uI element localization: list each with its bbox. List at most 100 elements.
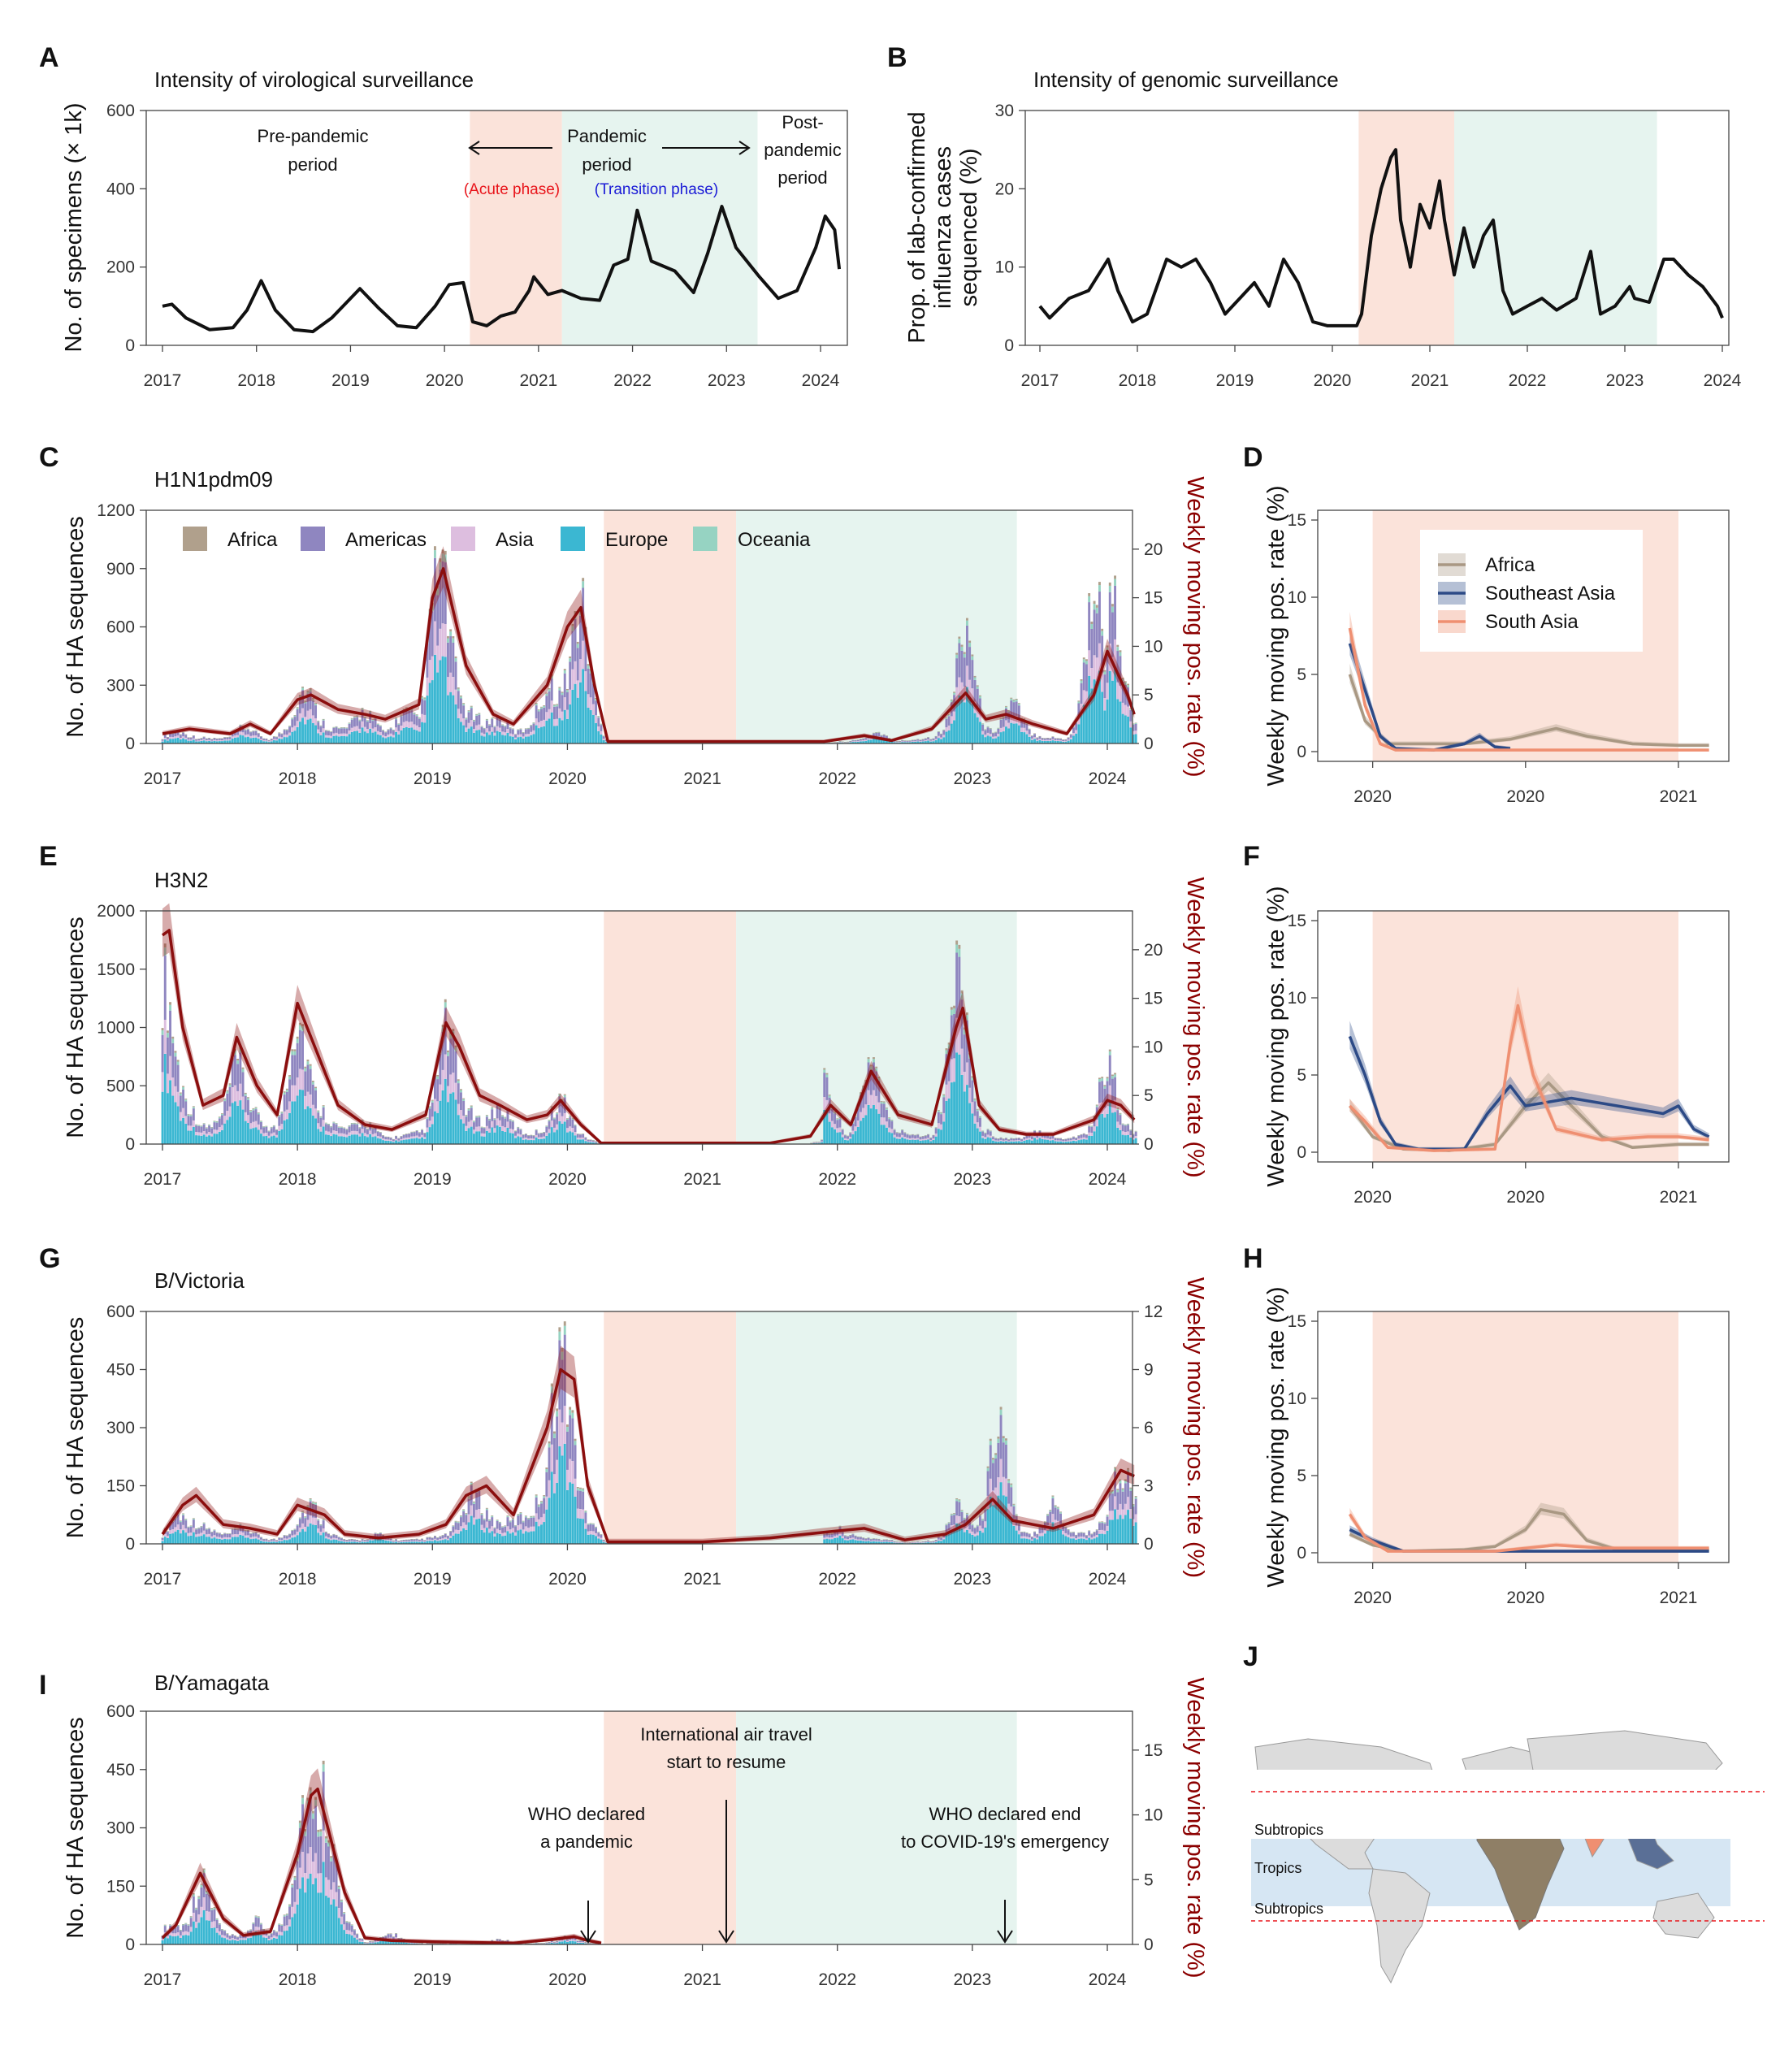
G-bars <box>161 1321 1137 1544</box>
bar-segment <box>356 1541 359 1542</box>
bar-segment <box>602 735 605 737</box>
bar-segment <box>945 1050 948 1055</box>
bar-segment <box>402 1134 405 1135</box>
bar-segment <box>234 1940 236 1944</box>
bar-segment <box>921 1542 925 1544</box>
bar-segment <box>449 1531 453 1532</box>
bar-segment <box>441 1535 444 1539</box>
bar-segment <box>1064 739 1068 740</box>
bar-segment <box>595 1142 597 1143</box>
bar-segment <box>929 1542 933 1544</box>
bar-segment <box>384 1136 388 1138</box>
bar-segment <box>1090 624 1094 629</box>
bar-segment <box>402 1138 405 1140</box>
bar-segment <box>400 726 403 730</box>
bar-segment <box>1075 1138 1078 1140</box>
bar-segment <box>470 720 473 727</box>
bar-segment <box>176 1926 180 1933</box>
bar-segment <box>223 1935 227 1939</box>
bar-segment <box>171 739 175 743</box>
bar-segment <box>343 1136 346 1144</box>
bar-segment <box>968 1087 972 1103</box>
bar-segment <box>306 1806 310 1854</box>
bar-segment <box>561 1422 564 1456</box>
y-tick-label: 1200 <box>97 501 135 520</box>
bar-segment <box>519 1514 522 1524</box>
bar-segment <box>880 735 883 739</box>
bar-segment <box>413 1131 416 1133</box>
bar-segment <box>532 734 535 743</box>
bar-segment <box>176 1091 180 1107</box>
bar-segment <box>519 1129 522 1135</box>
bar-segment <box>249 731 253 733</box>
bar-segment <box>1007 712 1011 723</box>
bar-segment <box>973 1116 977 1124</box>
bar-segment <box>854 1116 857 1127</box>
bar-segment <box>1098 643 1101 671</box>
bar-segment <box>1093 1538 1096 1544</box>
bar-segment <box>979 1117 981 1127</box>
bar-segment <box>444 550 447 555</box>
bar-segment <box>272 736 275 737</box>
bar-segment <box>1080 1134 1083 1135</box>
bar-segment <box>428 1537 431 1540</box>
bar-segment <box>257 1124 260 1130</box>
bar-segment <box>1007 1483 1011 1504</box>
bar-segment <box>293 1914 297 1944</box>
bar-segment <box>483 734 486 737</box>
bar-segment <box>532 1138 535 1141</box>
bar-segment <box>392 735 395 738</box>
bar-segment <box>208 1920 210 1944</box>
bar-segment <box>174 1532 177 1544</box>
bar-segment <box>234 1085 236 1102</box>
bar-segment <box>545 1467 548 1469</box>
bar-segment <box>1054 739 1057 741</box>
bar-segment <box>1067 1529 1070 1531</box>
bar-segment <box>382 1135 384 1139</box>
bar-segment <box>989 729 992 735</box>
bar-segment <box>973 1099 977 1102</box>
bar-segment <box>576 1487 579 1489</box>
bar-segment <box>278 1931 281 1935</box>
bar-segment <box>252 730 255 731</box>
bar-segment <box>1010 698 1013 701</box>
bar-segment <box>335 1535 338 1539</box>
bar-segment <box>899 1132 901 1134</box>
bar-segment <box>927 1134 929 1138</box>
bar-segment <box>1106 1515 1109 1517</box>
bar-segment <box>545 696 548 713</box>
bar-segment <box>288 1534 291 1538</box>
bar-segment <box>927 740 929 743</box>
bar-segment <box>981 723 985 725</box>
bar-segment <box>514 739 517 743</box>
bar-segment <box>992 732 994 734</box>
bar-segment <box>192 738 195 740</box>
bar-segment <box>506 1526 509 1532</box>
bar-segment <box>908 741 912 743</box>
bar-segment <box>838 1117 842 1120</box>
bar-segment <box>306 1519 310 1527</box>
bar-segment <box>550 675 553 679</box>
bar-segment <box>496 726 499 731</box>
bar-segment <box>537 1137 540 1139</box>
bar-segment <box>1103 1117 1107 1144</box>
bar-segment <box>602 739 605 743</box>
bar-segment <box>1108 1051 1111 1056</box>
bar-segment <box>441 553 444 561</box>
bar-segment <box>400 1541 403 1542</box>
bar-segment <box>899 741 901 743</box>
bar-segment <box>345 1137 349 1144</box>
bar-segment <box>350 1541 353 1544</box>
bar-segment <box>161 1034 164 1073</box>
bar-segment <box>447 695 449 743</box>
bar-segment <box>330 731 333 736</box>
bar-segment <box>439 1100 442 1144</box>
bar-segment <box>247 1935 249 1939</box>
bar-segment <box>997 727 1000 729</box>
bar-segment <box>899 1137 901 1139</box>
bar-segment <box>997 728 1000 729</box>
bar-segment <box>958 643 961 678</box>
bar-segment <box>324 730 327 735</box>
bar-segment <box>558 708 561 718</box>
bar-segment <box>880 1103 883 1118</box>
